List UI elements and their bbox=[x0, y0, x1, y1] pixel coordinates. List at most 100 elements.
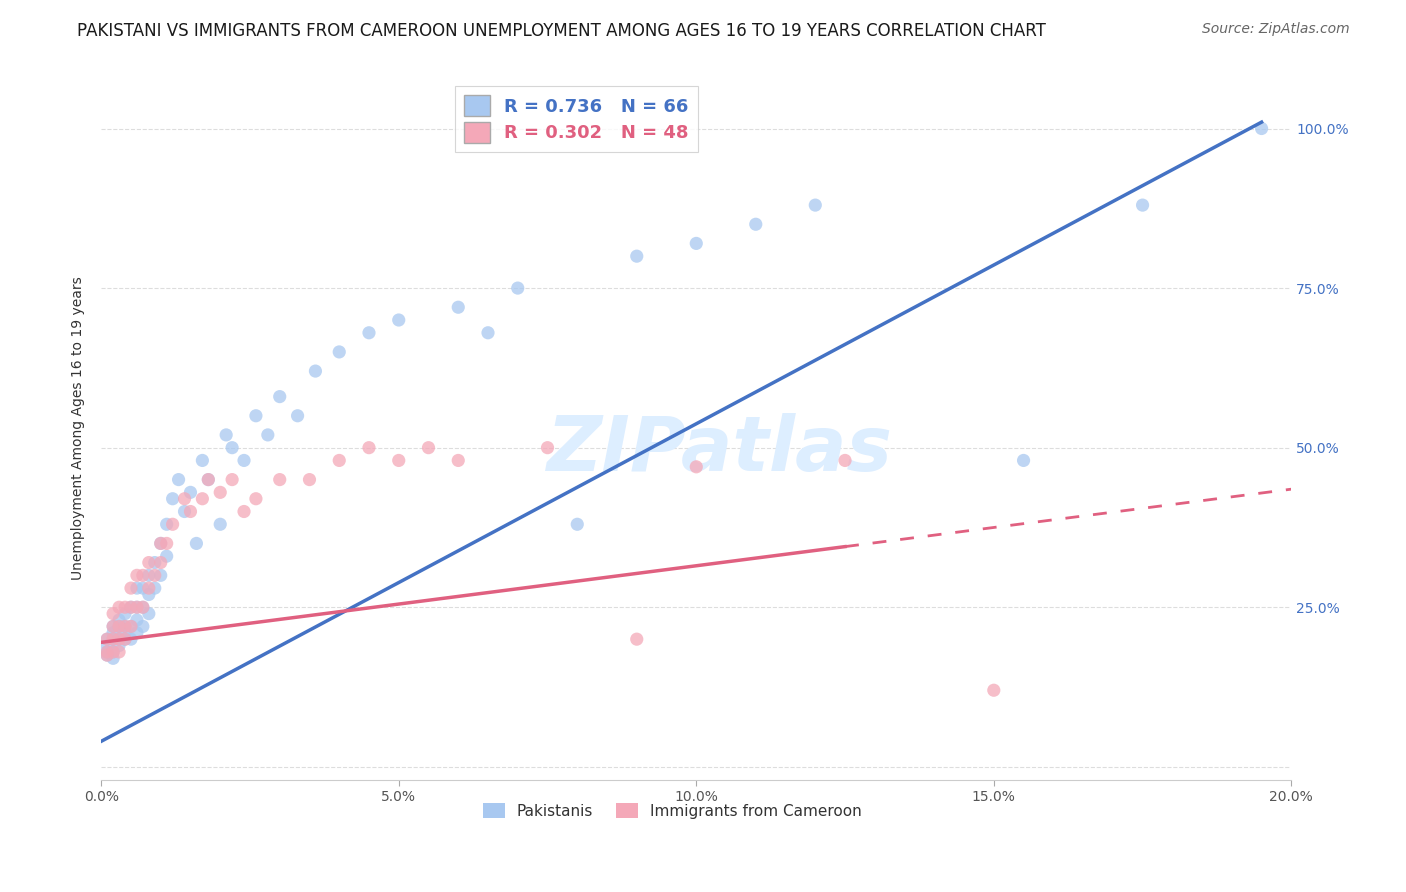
Point bbox=[269, 390, 291, 404]
Point bbox=[221, 441, 243, 455]
Point bbox=[209, 485, 232, 500]
Point bbox=[120, 600, 142, 615]
Point bbox=[120, 632, 142, 647]
Point bbox=[233, 453, 256, 467]
Point bbox=[256, 428, 278, 442]
Point bbox=[173, 504, 195, 518]
Point bbox=[149, 536, 172, 550]
Point bbox=[418, 441, 440, 455]
Point bbox=[983, 683, 1005, 698]
Point bbox=[96, 648, 118, 662]
Point bbox=[120, 619, 142, 633]
Point bbox=[186, 536, 208, 550]
Point bbox=[108, 639, 131, 653]
Point bbox=[101, 645, 124, 659]
Point bbox=[357, 441, 380, 455]
Point bbox=[209, 517, 232, 532]
Point bbox=[745, 217, 768, 231]
Point bbox=[149, 568, 172, 582]
Point bbox=[173, 491, 195, 506]
Point bbox=[357, 326, 380, 340]
Point bbox=[191, 453, 214, 467]
Point bbox=[506, 281, 529, 295]
Point bbox=[114, 619, 136, 633]
Point bbox=[567, 517, 589, 532]
Point bbox=[132, 600, 155, 615]
Point bbox=[221, 473, 243, 487]
Point bbox=[132, 568, 155, 582]
Point bbox=[447, 453, 470, 467]
Point bbox=[125, 568, 148, 582]
Point bbox=[245, 491, 267, 506]
Point bbox=[447, 300, 470, 314]
Point bbox=[162, 491, 184, 506]
Point bbox=[125, 581, 148, 595]
Point bbox=[287, 409, 309, 423]
Point bbox=[101, 607, 124, 621]
Text: PAKISTANI VS IMMIGRANTS FROM CAMEROON UNEMPLOYMENT AMONG AGES 16 TO 19 YEARS COR: PAKISTANI VS IMMIGRANTS FROM CAMEROON UN… bbox=[77, 22, 1046, 40]
Point bbox=[269, 473, 291, 487]
Point bbox=[388, 453, 411, 467]
Point bbox=[108, 613, 131, 627]
Point bbox=[108, 600, 131, 615]
Point bbox=[626, 249, 648, 263]
Point bbox=[191, 491, 214, 506]
Point bbox=[108, 645, 131, 659]
Point bbox=[179, 485, 201, 500]
Point bbox=[804, 198, 827, 212]
Point bbox=[96, 632, 118, 647]
Point bbox=[101, 619, 124, 633]
Point bbox=[215, 428, 238, 442]
Point bbox=[156, 517, 179, 532]
Point bbox=[108, 632, 131, 647]
Point bbox=[108, 619, 131, 633]
Point bbox=[162, 517, 184, 532]
Point bbox=[138, 581, 160, 595]
Point bbox=[1012, 453, 1035, 467]
Point bbox=[233, 504, 256, 518]
Point bbox=[149, 536, 172, 550]
Text: ZIPatlas: ZIPatlas bbox=[547, 413, 893, 487]
Point bbox=[245, 409, 267, 423]
Point bbox=[125, 600, 148, 615]
Point bbox=[167, 473, 190, 487]
Point bbox=[114, 619, 136, 633]
Point bbox=[114, 625, 136, 640]
Point bbox=[101, 645, 124, 659]
Point bbox=[1132, 198, 1154, 212]
Legend: Pakistanis, Immigrants from Cameroon: Pakistanis, Immigrants from Cameroon bbox=[477, 797, 868, 824]
Point bbox=[108, 619, 131, 633]
Text: Source: ZipAtlas.com: Source: ZipAtlas.com bbox=[1202, 22, 1350, 37]
Point bbox=[138, 556, 160, 570]
Point bbox=[125, 600, 148, 615]
Point bbox=[101, 619, 124, 633]
Point bbox=[114, 600, 136, 615]
Point bbox=[132, 581, 155, 595]
Point bbox=[304, 364, 326, 378]
Point bbox=[114, 632, 136, 647]
Point bbox=[114, 632, 136, 647]
Point bbox=[156, 536, 179, 550]
Point bbox=[132, 619, 155, 633]
Point bbox=[108, 632, 131, 647]
Point bbox=[834, 453, 856, 467]
Point bbox=[120, 581, 142, 595]
Point bbox=[197, 473, 219, 487]
Point bbox=[96, 648, 118, 662]
Point bbox=[143, 568, 166, 582]
Point bbox=[388, 313, 411, 327]
Point bbox=[685, 459, 707, 474]
Point bbox=[101, 632, 124, 647]
Point bbox=[120, 619, 142, 633]
Point bbox=[96, 632, 118, 647]
Point bbox=[114, 607, 136, 621]
Point bbox=[138, 607, 160, 621]
Point bbox=[138, 587, 160, 601]
Point bbox=[149, 556, 172, 570]
Point bbox=[143, 581, 166, 595]
Point bbox=[120, 600, 142, 615]
Point bbox=[328, 345, 350, 359]
Point bbox=[96, 639, 118, 653]
Point bbox=[626, 632, 648, 647]
Point bbox=[536, 441, 558, 455]
